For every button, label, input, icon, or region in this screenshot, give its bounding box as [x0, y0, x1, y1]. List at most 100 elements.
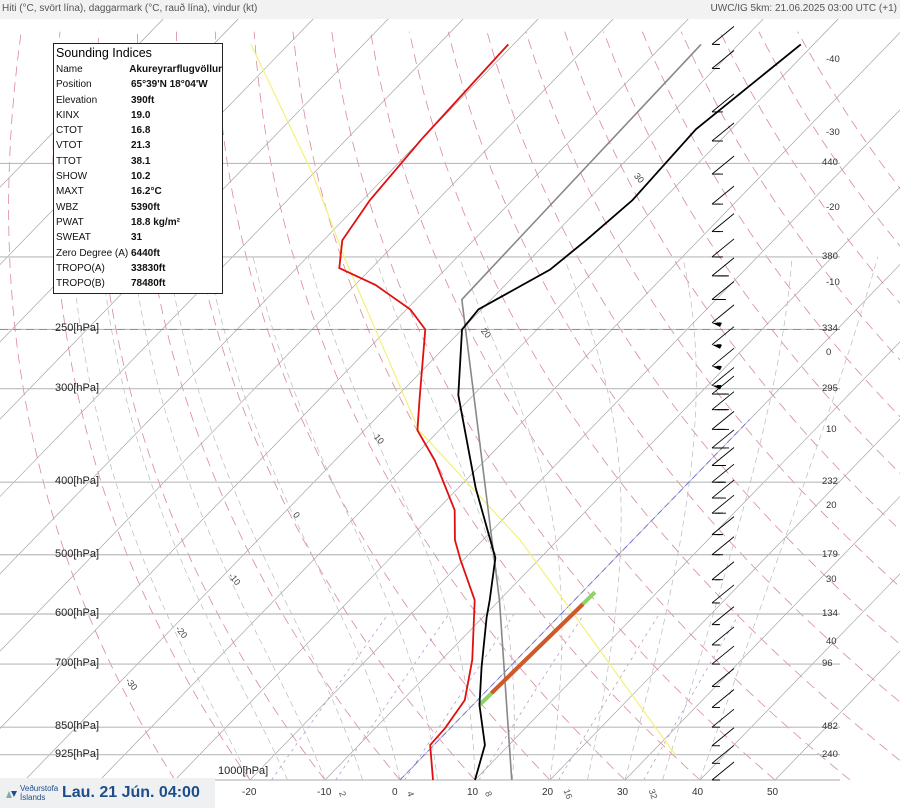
wind-barb-pennant — [712, 366, 722, 371]
wind-barb-stroke — [711, 626, 735, 646]
wind-barb — [711, 744, 735, 764]
chart-title: Hiti (°C, svört lína), daggarmark (°C, r… — [2, 3, 258, 14]
pressure-label: 925[hPa] — [55, 747, 100, 760]
wind-barb — [711, 93, 735, 113]
wind-barb — [711, 708, 735, 728]
index-key: VTOT — [56, 140, 83, 152]
wind-barb — [711, 761, 735, 781]
wind-barb-stroke — [711, 281, 735, 300]
index-key: TROPO(B) — [56, 278, 105, 290]
wind-barb-stroke — [711, 411, 735, 430]
wind-barb-stroke — [711, 708, 735, 728]
height-label: 440 — [822, 157, 838, 169]
wind-barb — [711, 238, 735, 258]
moist-adiabat-line — [624, 256, 697, 781]
index-row: Zero Degree (A) 6440ft — [56, 246, 222, 261]
wind-barb-stroke — [711, 744, 735, 764]
index-row: Position 65°39'N 18°04'W — [56, 77, 222, 92]
index-row: SWEAT 31 — [56, 230, 222, 245]
x-tick-label: 20 — [542, 787, 554, 798]
index-value: 78480ft — [131, 278, 166, 290]
wind-barb-stroke — [711, 347, 735, 367]
parcel-line — [460, 43, 702, 781]
index-value: 21.3 — [131, 140, 151, 152]
index-key: KINX — [56, 109, 80, 121]
top-bar: Hiti (°C, svört lína), daggarmark (°C, r… — [0, 0, 900, 19]
index-row: SHOW 10.2 — [56, 169, 222, 184]
index-key: Position — [56, 79, 92, 91]
wind-barb-pennant — [712, 322, 722, 327]
right-temperature-label: -40 — [826, 54, 840, 65]
footer-bar: Veðurstofa Íslands Lau. 21 Jún. 04:00 — [0, 778, 215, 808]
index-row: Elevation 390ft — [56, 93, 222, 108]
wind-barb — [711, 668, 735, 687]
moist-adiabat-line — [307, 256, 476, 781]
index-row: WBZ 5390ft — [56, 200, 222, 215]
wind-barb-stroke — [711, 375, 735, 395]
wind-barb — [711, 584, 735, 604]
wind-barb — [711, 645, 735, 665]
wind-barb — [711, 689, 735, 708]
dry-adiabat-line — [564, 31, 900, 531]
mixing-ratio-line — [404, 613, 515, 781]
wind-barb-stroke — [711, 238, 735, 258]
isotherm-line — [249, 109, 900, 781]
index-key: Elevation — [56, 94, 98, 106]
wind-barb — [711, 429, 735, 449]
isotherm-line — [0, 14, 168, 188]
x-tick-label: 0 — [392, 787, 398, 798]
dry-adiabat-line — [641, 31, 900, 418]
index-key: SHOW — [56, 171, 88, 183]
wind-barb — [711, 727, 735, 747]
moist-adiabat-line — [563, 256, 622, 781]
isotherm-line — [549, 418, 900, 781]
isotherm-line — [24, 14, 768, 781]
logo-icon — [6, 791, 17, 798]
moist-adiabat-line — [101, 256, 288, 781]
isotherm-line — [699, 573, 900, 781]
x-tick-label: 40 — [692, 787, 704, 798]
dry-adiabat-line — [253, 31, 626, 781]
height-label: 295 — [822, 382, 838, 394]
wind-barb-stroke — [711, 516, 735, 535]
wind-barb-stroke — [711, 391, 735, 411]
logo-text-2: Íslands — [20, 793, 46, 802]
wind-barb-stroke — [711, 536, 735, 556]
dry-adiabat-line — [603, 31, 900, 474]
wind-barb — [711, 411, 735, 430]
index-row: VTOT 21.3 — [56, 138, 222, 153]
wind-barb — [711, 304, 735, 327]
model-run-label: UWC/IG 5km: 21.06.2025 03:00 UTC (+1) — [710, 3, 897, 14]
index-value: 16.2°C — [131, 186, 162, 198]
index-value: 33830ft — [131, 262, 166, 274]
index-row: TROPO(B) 78480ft — [56, 276, 222, 291]
index-key: Name — [56, 64, 83, 75]
index-value: 38.1 — [131, 155, 151, 167]
index-value: 390ft — [131, 94, 155, 106]
isotherm-line — [624, 496, 900, 781]
cape-segment-orange — [490, 602, 585, 695]
height-label: 232 — [822, 476, 838, 488]
moist-adiabat-line — [206, 256, 401, 781]
index-key: CTOT — [56, 125, 84, 137]
isotherm-line — [0, 14, 618, 652]
mixing-ratio-line — [478, 613, 585, 781]
index-value: 65°39'N 18°04'W — [131, 79, 208, 91]
logo-text-1: Veðurstofa — [20, 784, 59, 793]
x-tick-label: 50 — [767, 787, 779, 798]
height-label: 179 — [822, 548, 838, 560]
dry-adiabat-line — [331, 31, 776, 781]
wind-barb-stroke — [711, 447, 735, 466]
wind-barb — [711, 447, 735, 466]
index-value: Akureyrarflugvöllur — [129, 64, 222, 75]
wind-barb-stroke — [711, 26, 735, 45]
index-value: 5390ft — [131, 201, 160, 213]
wind-barb — [711, 26, 735, 45]
right-temperature-label: -10 — [826, 277, 840, 288]
isotherm-line — [399, 264, 900, 781]
wind-barb — [711, 516, 735, 536]
wind-barb — [711, 494, 735, 514]
wind-barb — [711, 606, 735, 626]
